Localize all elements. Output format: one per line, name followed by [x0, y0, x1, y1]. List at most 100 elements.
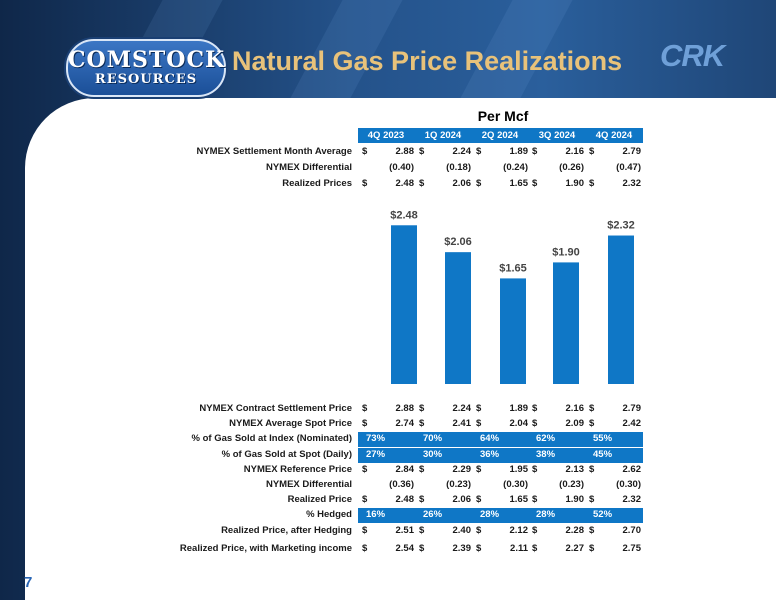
- bar: [500, 278, 526, 384]
- table-cell: 1.65: [509, 494, 529, 506]
- table-cell: 1.90: [565, 494, 585, 506]
- currency-sign: $: [476, 178, 482, 189]
- table-cell: (0.40): [389, 162, 414, 173]
- highlight-band: [358, 447, 643, 463]
- table-row: NYMEX Differential (0.40) (0.18) (0.24) (0.2…: [0, 161, 776, 176]
- table-cell: 2.54: [395, 543, 415, 554]
- currency-sign: $: [419, 463, 425, 475]
- table-cell: 2.42: [622, 418, 642, 430]
- table-cell: 2.24: [452, 146, 472, 157]
- quarter-header: 2Q 2024: [481, 130, 519, 141]
- table-cell: 55%: [593, 433, 613, 445]
- row-label: % of Gas Sold at Spot (Daily): [221, 448, 352, 460]
- currency-sign: $: [589, 418, 595, 430]
- table-row: Realized Price $2.48 $2.06 $1.65 $1.90 $2.32: [0, 493, 776, 508]
- logo-text-line2: RESOURCES: [94, 72, 198, 87]
- table-row: NYMEX Differential (0.36) (0.23) (0.30) (0.2…: [0, 478, 776, 493]
- table-cell: 2.13: [565, 463, 585, 475]
- page-number: 7: [24, 574, 33, 591]
- logo-text-line1: COMSTOCK: [68, 47, 226, 73]
- row-label: NYMEX Contract Settlement Price: [199, 403, 352, 414]
- currency-sign: $: [476, 524, 482, 536]
- currency-sign: $: [362, 418, 368, 430]
- row-label: Realized Price, with Marketing income: [179, 543, 352, 554]
- row-label: NYMEX Settlement Month Average: [196, 146, 352, 157]
- table-cell: 2.06: [452, 178, 472, 189]
- currency-sign: $: [589, 494, 595, 506]
- currency-sign: $: [532, 494, 538, 506]
- table-row: Realized Prices $2.48 $2.06 $1.65 $1.90 $2.32: [0, 177, 776, 192]
- table-cell: 64%: [480, 433, 500, 445]
- currency-sign: $: [419, 494, 425, 506]
- currency-sign: $: [532, 543, 538, 554]
- quarter-header: 4Q 2023: [367, 130, 405, 141]
- table-cell: 2.39: [452, 543, 472, 554]
- table-cell: 2.40: [452, 524, 472, 536]
- table-cell: 2.06: [452, 494, 472, 506]
- table-cell: 2.04: [509, 418, 529, 430]
- currency-sign: $: [476, 146, 482, 157]
- table-cell: 28%: [480, 509, 500, 521]
- table-cell: 2.88: [395, 403, 415, 414]
- row-label: NYMEX Differential: [265, 162, 352, 173]
- row-label: NYMEX Reference Price: [243, 463, 352, 475]
- currency-sign: $: [419, 146, 425, 157]
- row-label: % of Gas Sold at Index (Nominated): [191, 433, 352, 445]
- currency-sign: $: [476, 463, 482, 475]
- table-cell: 2.84: [395, 463, 415, 475]
- currency-sign: $: [419, 418, 425, 430]
- bar-data-label: $1.90: [552, 246, 580, 258]
- table-cell: (0.23): [446, 479, 471, 490]
- quarter-header: 4Q 2024: [595, 130, 633, 141]
- currency-sign: $: [532, 403, 538, 414]
- currency-sign: $: [532, 418, 538, 430]
- table-cell: 62%: [536, 433, 556, 445]
- currency-sign: $: [362, 543, 368, 554]
- table-cell: 1.95: [509, 463, 529, 475]
- table-cell: (0.18): [446, 162, 471, 173]
- table-cell: 1.89: [509, 403, 529, 414]
- currency-sign: $: [476, 403, 482, 414]
- row-label: NYMEX Differential: [265, 479, 352, 490]
- currency-sign: $: [419, 403, 425, 414]
- table-row: Realized Price, after Hedging $2.51 $2.40 $…: [0, 524, 776, 539]
- bar-data-label: $2.48: [390, 209, 418, 221]
- table-row: % of Gas Sold at Index (Nominated) 73% 70%…: [0, 432, 776, 447]
- bar: [445, 252, 471, 384]
- table-cell: 2.74: [395, 418, 415, 430]
- bar: [608, 235, 634, 384]
- table-row: Realized Price, with Marketing income $2.…: [0, 542, 776, 557]
- table-cell: 70%: [423, 433, 443, 445]
- table-cell: 2.48: [395, 494, 415, 506]
- currency-sign: $: [532, 178, 538, 189]
- currency-sign: $: [362, 178, 368, 189]
- table-cell: 2.32: [622, 494, 642, 506]
- currency-sign: $: [419, 524, 425, 536]
- table-cell: 2.62: [622, 463, 642, 475]
- ticker-logo: CRK: [660, 38, 725, 73]
- currency-sign: $: [532, 146, 538, 157]
- currency-sign: $: [476, 494, 482, 506]
- currency-sign: $: [532, 524, 538, 536]
- currency-sign: $: [589, 403, 595, 414]
- currency-sign: $: [476, 543, 482, 554]
- currency-sign: $: [362, 463, 368, 475]
- table-cell: 27%: [366, 448, 386, 460]
- table-cell: 28%: [536, 509, 556, 521]
- table-cell: (0.30): [503, 479, 528, 490]
- currency-sign: $: [589, 146, 595, 157]
- table-cell: 1.90: [565, 178, 585, 189]
- table-cell: 2.88: [395, 146, 415, 157]
- table-cell: (0.26): [559, 162, 584, 173]
- table-cell: 2.11: [510, 543, 528, 554]
- table-cell: 38%: [536, 448, 556, 460]
- table-cell: (0.30): [616, 479, 641, 490]
- unit-heading: Per Mcf: [477, 108, 529, 124]
- table-cell: (0.23): [559, 479, 584, 490]
- company-logo: COMSTOCK RESOURCES: [66, 39, 226, 97]
- currency-sign: $: [589, 463, 595, 475]
- table-cell: 36%: [480, 448, 500, 460]
- currency-sign: $: [362, 146, 368, 157]
- table-cell: 2.29: [452, 463, 472, 475]
- currency-sign: $: [419, 543, 425, 554]
